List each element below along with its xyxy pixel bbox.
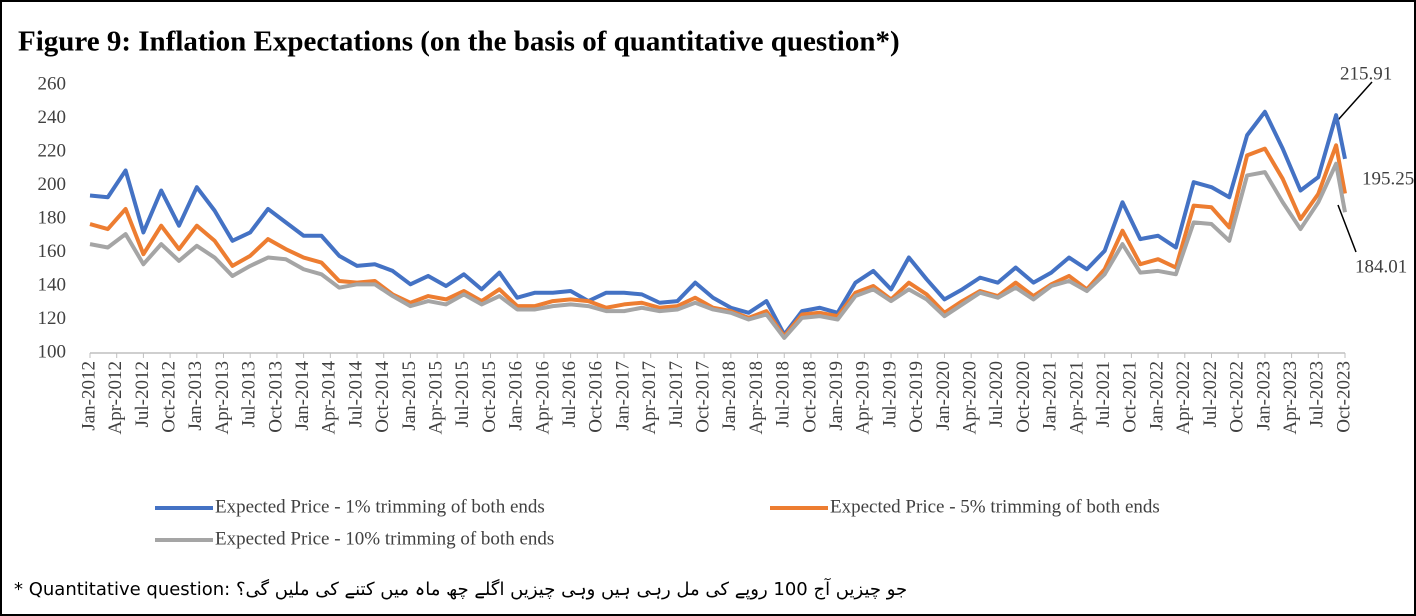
- x-tick-label: Apr-2016: [532, 361, 553, 435]
- x-tick-label: Jul-2015: [452, 361, 473, 428]
- x-tick-label: Oct-2023: [1333, 361, 1354, 433]
- x-tick-label: Jul-2022: [1200, 361, 1221, 428]
- x-tick-label: Jan-2015: [399, 361, 420, 431]
- y-tick-label: 200: [38, 174, 67, 195]
- y-tick-label: 180: [38, 207, 67, 228]
- leader-line: [1337, 204, 1357, 253]
- x-tick-label: Jan-2022: [1146, 361, 1167, 431]
- y-tick-label: 240: [38, 107, 67, 128]
- x-tick-label: Oct-2012: [158, 361, 179, 433]
- x-tick-label: Apr-2019: [853, 361, 874, 435]
- x-tick-label: Oct-2022: [1227, 361, 1248, 433]
- x-tick-label: Oct-2020: [1013, 361, 1034, 433]
- y-tick-label: 140: [38, 274, 67, 295]
- x-tick-label: Jan-2021: [1040, 361, 1061, 431]
- x-tick-label: Oct-2014: [372, 361, 393, 433]
- data-label: 195.25: [1362, 168, 1414, 189]
- x-tick-label: Jul-2023: [1307, 361, 1328, 428]
- x-tick-label: Oct-2021: [1120, 361, 1141, 433]
- x-tick-label: Apr-2015: [425, 361, 446, 435]
- y-tick-label: 100: [38, 341, 67, 362]
- x-tick-label: Jan-2019: [826, 361, 847, 431]
- data-label: 215.91: [1340, 63, 1392, 84]
- x-tick-label: Jul-2018: [773, 361, 794, 428]
- x-tick-label: Jan-2018: [719, 361, 740, 431]
- x-tick-label: Jul-2014: [345, 361, 366, 428]
- chart-title: Figure 9: Inflation Expectations (on the…: [18, 26, 900, 58]
- x-tick-label: Jan-2023: [1253, 361, 1274, 431]
- footnote: * Quantitative question: جو چیزیں آج 100…: [14, 577, 907, 600]
- x-tick-label: Jan-2014: [292, 361, 313, 431]
- x-tick-label: Oct-2017: [693, 361, 714, 433]
- x-tick-label: Oct-2013: [265, 361, 286, 433]
- legend-label: Expected Price - 1% trimming of both end…: [215, 496, 545, 517]
- y-tick-label: 260: [38, 73, 67, 94]
- x-tick-label: Jul-2021: [1093, 361, 1114, 428]
- series-line: [89, 109, 1347, 337]
- x-tick-label: Jul-2017: [666, 361, 687, 428]
- x-tick-label: Apr-2018: [746, 361, 767, 435]
- x-tick-label: Oct-2016: [586, 361, 607, 433]
- y-tick-label: 160: [38, 241, 67, 262]
- legend-label: Expected Price - 10% trimming of both en…: [215, 528, 554, 549]
- x-tick-label: Apr-2017: [639, 361, 660, 435]
- x-tick-label: Apr-2023: [1280, 361, 1301, 435]
- x-tick-label: Jul-2019: [879, 361, 900, 428]
- x-tick-label: Apr-2012: [105, 361, 126, 435]
- x-tick-label: Apr-2014: [319, 361, 340, 435]
- x-tick-label: Apr-2013: [212, 361, 233, 435]
- x-tick-label: Apr-2020: [960, 361, 981, 435]
- series-line: [89, 161, 1347, 340]
- x-tick-label: Jul-2013: [239, 361, 260, 428]
- data-label: 184.01: [1355, 256, 1407, 277]
- y-tick-label: 120: [38, 308, 67, 329]
- x-tick-label: Jan-2017: [612, 361, 633, 431]
- x-tick-label: Oct-2019: [906, 361, 927, 433]
- legend-label: Expected Price - 5% trimming of both end…: [830, 496, 1160, 517]
- x-tick-label: Jan-2016: [506, 361, 527, 431]
- leader-line: [1337, 81, 1373, 121]
- x-tick-label: Jan-2020: [933, 361, 954, 431]
- x-tick-label: Oct-2018: [799, 361, 820, 433]
- x-tick-label: Jul-2016: [559, 361, 580, 428]
- x-tick-label: Apr-2022: [1173, 361, 1194, 435]
- y-tick-label: 220: [38, 140, 67, 161]
- x-tick-label: Jan-2012: [78, 361, 99, 431]
- x-tick-label: Jul-2012: [132, 361, 153, 428]
- x-tick-label: Jul-2020: [986, 361, 1007, 428]
- x-tick-label: Jan-2013: [185, 361, 206, 431]
- x-tick-label: Apr-2021: [1066, 361, 1087, 435]
- x-tick-label: Oct-2015: [479, 361, 500, 433]
